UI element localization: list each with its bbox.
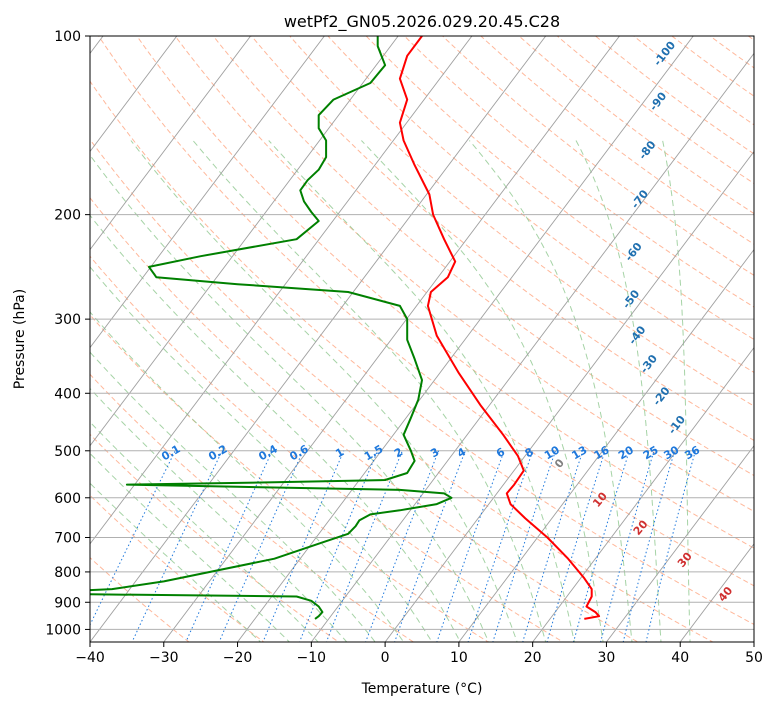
x-tick-label: −10 — [297, 650, 327, 666]
y-tick-label: 500 — [54, 444, 81, 460]
dry-adiabat-line — [365, 36, 754, 341]
mixing-ratio-line — [645, 450, 696, 642]
isotherm-line — [90, 36, 473, 545]
dry-adiabat-line — [327, 36, 754, 373]
isotherm-line — [458, 248, 754, 642]
dry-adiabat-line — [90, 138, 714, 642]
x-tick-label: 50 — [745, 650, 763, 666]
mixing-ratio-line — [262, 450, 345, 642]
temperature-profile — [398, 36, 601, 620]
y-tick-label: 400 — [54, 386, 81, 402]
y-tick-label: 600 — [54, 491, 81, 507]
moist-adiabat-line — [192, 140, 547, 642]
moist-adiabat-line — [90, 266, 433, 642]
dry-adiabat-line — [90, 80, 754, 625]
y-tick-label: 200 — [54, 208, 81, 224]
dry-adiabat-line — [518, 36, 754, 215]
mixing-ratio-line — [600, 450, 655, 642]
axis-ticks: −40 −30 −20 −10 0 10 20 30 40 50 1000 900 800 700 600 5… — [45, 29, 763, 666]
mixing-ratio-line — [622, 450, 676, 642]
moist-adiabat-line — [90, 311, 405, 642]
dry-adiabat-line — [480, 36, 754, 245]
y-tick-label: 700 — [54, 531, 81, 547]
plot-area: 0.1 0.2 0.4 0.6 1 1.5 2 3 4 6 8 10 13 16 20 25 30 36-100-… — [90, 36, 754, 642]
dry-adiabat-line — [671, 36, 754, 97]
mixing-ratio-line — [492, 450, 556, 642]
moist-adiabat-line — [90, 351, 376, 642]
isotherm-line — [163, 36, 621, 642]
x-axis-title: Temperature (°C) — [361, 681, 483, 697]
x-tick-label: −30 — [149, 650, 179, 666]
mixing-ratio-line — [467, 450, 534, 642]
moist-adiabat-line — [90, 421, 319, 642]
dry-adiabat-line — [441, 36, 754, 276]
mixing-ratio-line — [299, 450, 379, 642]
x-tick-label: −20 — [223, 650, 253, 666]
x-tick-label: 40 — [671, 650, 689, 666]
moist-adiabat-line — [662, 140, 691, 642]
x-tick-label: −40 — [75, 650, 105, 666]
y-tick-label: 1000 — [45, 622, 81, 638]
plot-frame — [89, 35, 755, 643]
y-axis-title: Pressure (hPa) — [12, 289, 28, 389]
moist-adiabat-line — [469, 140, 633, 642]
isotherm-line — [679, 543, 754, 642]
isotherm-line — [90, 36, 399, 447]
x-tick-label: 10 — [450, 650, 468, 666]
x-tick-label: 0 — [381, 650, 390, 666]
mixing-ratio-line — [546, 450, 606, 642]
moist-adiabat-line — [90, 387, 348, 642]
dry-adiabat-line — [250, 36, 754, 442]
y-tick-label: 800 — [54, 565, 81, 581]
moist-adiabat-line — [361, 140, 604, 642]
dry-adiabat-line — [556, 36, 754, 185]
isotherm-line — [605, 445, 754, 642]
isotherm-line — [90, 36, 325, 349]
mixing-ratio-line — [131, 450, 223, 642]
y-tick-label: 900 — [54, 595, 81, 611]
dry-adiabat-line — [403, 36, 754, 308]
dry-adiabat-line — [136, 36, 754, 549]
y-tick-label: 100 — [54, 29, 81, 45]
mixing-ratio-line — [325, 450, 403, 642]
moist-adiabat-line — [90, 452, 291, 642]
moist-adiabat-line — [575, 140, 662, 642]
isotherm-line — [384, 150, 754, 642]
isotherm-line — [236, 36, 694, 642]
isotherm-line — [532, 346, 754, 642]
isotherm-line — [310, 52, 754, 642]
mixing-ratio-line — [218, 450, 304, 642]
isotherm-line — [90, 36, 178, 153]
dry-adiabat-line — [98, 36, 754, 587]
dry-adiabat-line — [212, 36, 754, 477]
dry-adiabat-line — [174, 36, 754, 512]
x-tick-label: 20 — [524, 650, 542, 666]
x-tick-label: 30 — [598, 650, 616, 666]
moist-adiabat-line — [90, 154, 490, 642]
chart-title: wetPf2_GN05.2026.029.20.45.C28 — [284, 12, 560, 32]
isotherm-line — [90, 36, 547, 642]
dry-adiabat-line — [90, 255, 565, 642]
mixing-ratio-line — [436, 450, 505, 642]
dewpoint-profile — [90, 36, 453, 620]
isotherm-line — [90, 36, 252, 251]
moist-adiabat-line — [90, 214, 461, 642]
mixing-ratio-line — [572, 450, 630, 642]
y-tick-label: 300 — [54, 312, 81, 328]
moist-adiabat-line — [130, 140, 518, 642]
moist-adiabat-line — [268, 140, 575, 642]
